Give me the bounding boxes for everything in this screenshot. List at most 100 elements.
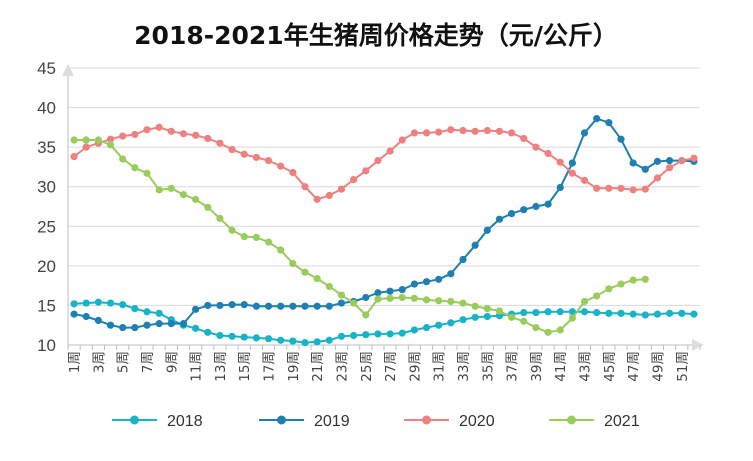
data-point <box>605 184 613 192</box>
data-point <box>447 319 455 327</box>
legend-item-2018[interactable]: 2018 <box>112 413 203 430</box>
data-point <box>155 309 163 317</box>
data-point <box>70 310 78 318</box>
series-line-2020 <box>73 126 695 201</box>
x-tick-label: 33周 <box>456 351 472 382</box>
data-point <box>678 309 686 317</box>
data-point <box>362 293 370 302</box>
data-point <box>520 308 528 317</box>
data-point <box>179 320 188 328</box>
x-tick-label: 29周 <box>407 351 423 382</box>
data-point <box>350 331 358 340</box>
data-point <box>435 275 443 283</box>
data-point <box>240 301 248 309</box>
data-point <box>678 156 686 165</box>
data-point <box>277 246 285 254</box>
data-point <box>422 296 431 304</box>
legend-item-2020[interactable]: 2020 <box>404 413 495 430</box>
data-point <box>568 308 576 316</box>
x-tick-label: 25周 <box>359 351 375 382</box>
data-point <box>641 311 649 319</box>
y-tick-label: 25 <box>37 217 56 236</box>
x-tick-label: 3周 <box>91 351 107 373</box>
data-point <box>240 232 248 241</box>
data-point <box>179 130 188 138</box>
data-point <box>593 292 601 300</box>
data-point <box>556 183 564 192</box>
data-point <box>192 131 200 139</box>
series-line-2019 <box>73 117 694 329</box>
data-point <box>422 278 431 286</box>
x-tick-label: 51周 <box>675 351 691 382</box>
data-point <box>641 275 649 283</box>
data-point <box>666 164 674 172</box>
data-point <box>629 310 637 318</box>
data-point <box>167 127 175 135</box>
x-tick-label: 15周 <box>237 351 253 382</box>
chart-title: 2018-2021年生猪周价格走势（元/公斤） <box>134 21 618 50</box>
y-tick-label: 30 <box>37 178 56 197</box>
data-point <box>471 302 479 310</box>
data-point <box>70 300 78 308</box>
legend-item-2021[interactable]: 2021 <box>549 413 640 430</box>
data-point <box>617 135 625 143</box>
data-point <box>216 331 224 340</box>
data-point <box>228 332 236 340</box>
data-point <box>593 184 601 192</box>
data-point <box>289 337 297 345</box>
legend[interactable]: 2018 2019 2020 2021 <box>112 413 640 430</box>
data-point <box>629 186 637 194</box>
data-point <box>593 308 601 317</box>
data-point <box>240 150 248 158</box>
data-point <box>264 302 273 310</box>
data-point <box>192 305 200 313</box>
data-point <box>374 295 382 303</box>
data-point <box>131 130 139 139</box>
data-point <box>471 313 479 321</box>
y-tick-label: 45 <box>37 59 56 78</box>
x-tick-label: 39周 <box>529 351 545 382</box>
legend-label: 2020 <box>459 413 495 430</box>
data-point <box>252 302 260 310</box>
data-point <box>447 297 455 306</box>
data-point <box>167 320 175 328</box>
data-point <box>422 129 431 137</box>
data-point <box>605 285 613 293</box>
data-point <box>398 293 406 302</box>
x-tick-label: 11周 <box>189 351 205 382</box>
data-point <box>605 309 613 317</box>
data-point <box>483 226 491 234</box>
data-point <box>325 282 333 291</box>
data-point <box>264 156 273 165</box>
data-point <box>532 323 540 332</box>
data-point <box>143 126 151 134</box>
data-point <box>106 321 115 329</box>
legend-item-2019[interactable]: 2019 <box>259 413 350 430</box>
data-point <box>666 156 674 165</box>
x-tick-label: 17周 <box>262 351 278 382</box>
axes <box>62 64 704 351</box>
data-point <box>70 153 78 161</box>
x-tick-label: 43周 <box>578 351 594 382</box>
data-point <box>313 338 321 346</box>
data-point <box>289 168 297 177</box>
data-point <box>410 326 418 334</box>
data-point <box>131 323 139 332</box>
data-point <box>410 280 418 288</box>
data-point <box>653 157 662 165</box>
data-point <box>520 134 528 143</box>
data-point <box>216 214 224 222</box>
y-axis-arrow-icon <box>62 64 74 76</box>
data-point <box>204 134 212 143</box>
data-point <box>155 320 163 328</box>
y-axis-ticks: 10 15 20 25 30 35 40 45 <box>37 59 56 355</box>
data-point <box>277 162 285 170</box>
data-point <box>386 287 394 295</box>
data-point <box>94 316 102 325</box>
data-point <box>106 141 115 149</box>
data-point <box>301 302 309 310</box>
data-point <box>94 298 102 306</box>
data-point <box>386 294 394 302</box>
data-point <box>228 301 236 309</box>
